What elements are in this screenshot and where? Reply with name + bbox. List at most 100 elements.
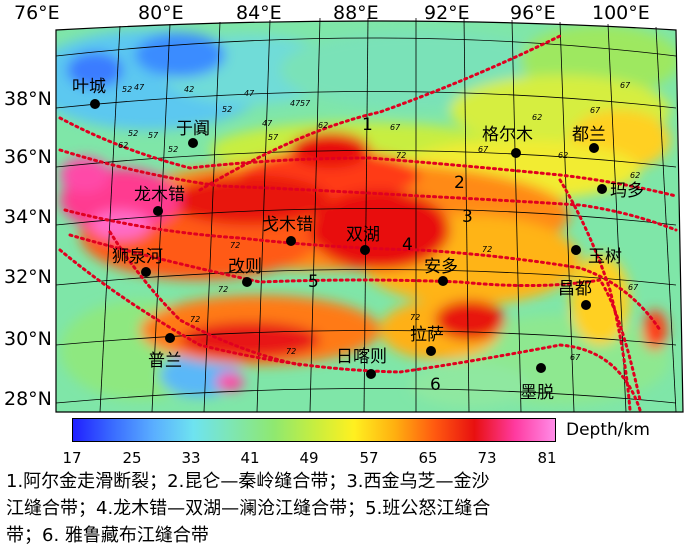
svg-text:72: 72: [230, 241, 240, 250]
city-marker: [438, 276, 448, 286]
cities: 叶城 于阗 格尔木 都兰 玛多 龙木错 戈木错 双湖 狮泉河 改则 安多 玉树: [72, 77, 644, 403]
city-name: 昌都: [558, 279, 592, 299]
city-marker: [242, 277, 252, 287]
city-name: 普兰: [148, 351, 182, 371]
colorbar-tick: 65: [418, 449, 438, 467]
svg-text:57: 57: [148, 131, 159, 140]
svg-text:72: 72: [482, 245, 492, 254]
colorbar-tick: 33: [181, 449, 201, 467]
belt-number: 6: [430, 375, 441, 395]
belt-number: 2: [454, 173, 465, 193]
city-marker: [589, 143, 599, 153]
city-marker: [426, 346, 436, 356]
city-marker: [581, 300, 591, 310]
lat-label: 38°N: [4, 88, 52, 110]
svg-text:67: 67: [620, 81, 631, 90]
city-name: 墨脱: [520, 383, 554, 403]
city-name: 改则: [228, 257, 262, 277]
belt-number: 3: [462, 207, 473, 227]
svg-text:57: 57: [268, 133, 279, 142]
city-marker: [597, 184, 607, 194]
svg-text:52: 52: [168, 145, 178, 154]
lon-label: 96°E: [510, 2, 556, 24]
belt-number: 4: [402, 235, 413, 255]
svg-text:52: 52: [222, 105, 232, 114]
svg-text:67: 67: [628, 283, 639, 292]
svg-text:62: 62: [118, 141, 128, 150]
figure-caption: 1.阿尔金走滑断裂；2.昆仑—秦岭缝合带；3.西金乌芝—金沙 江缝合带；4.龙木…: [6, 468, 696, 549]
city-name: 格尔木: [482, 125, 533, 145]
city-name: 双湖: [346, 225, 380, 245]
lon-label: 84°E: [236, 2, 282, 24]
caption-line: 带；6. 雅鲁藏布江缝合带: [6, 525, 209, 546]
colorbar-tick: 81: [537, 449, 557, 467]
map-frame: [55, 20, 684, 413]
city-marker: [536, 363, 546, 373]
city-marker: [188, 138, 198, 148]
city-marker: [286, 236, 296, 246]
city-name: 拉萨: [410, 325, 444, 345]
city-name: 戈木错: [262, 215, 313, 235]
svg-text:47: 47: [134, 83, 145, 92]
city-name: 日喀则: [336, 347, 387, 367]
city-name: 于阗: [176, 119, 210, 139]
lat-label: 28°N: [4, 388, 52, 410]
colorbar-label: Depth/km: [566, 420, 650, 440]
lon-label: 100°E: [592, 2, 650, 24]
svg-text:72: 72: [410, 313, 420, 322]
caption-line: 江缝合带；4.龙木错—双湖—澜沧江缝合带；5.班公怒江缝合: [6, 498, 491, 519]
svg-text:72: 72: [218, 285, 228, 294]
city-name: 叶城: [72, 77, 106, 97]
city-marker: [165, 333, 175, 343]
city-marker: [571, 245, 581, 255]
svg-text:42: 42: [184, 85, 194, 94]
svg-text:67: 67: [570, 353, 581, 362]
svg-text:47: 47: [244, 89, 255, 98]
city-name: 安多: [424, 257, 458, 277]
svg-text:67: 67: [390, 123, 401, 132]
svg-text:62: 62: [558, 151, 568, 160]
svg-text:52: 52: [128, 129, 138, 138]
belt-number: 1: [362, 115, 373, 135]
colorbar-tick: 41: [240, 449, 260, 467]
svg-text:67: 67: [478, 145, 489, 154]
svg-text:52: 52: [122, 85, 132, 94]
lat-label: 32°N: [4, 266, 52, 288]
svg-text:67: 67: [590, 106, 601, 115]
lat-label: 34°N: [4, 206, 52, 228]
lat-label: 36°N: [4, 146, 52, 168]
lon-label: 92°E: [424, 2, 470, 24]
city-marker: [511, 148, 521, 158]
city-marker: [366, 369, 376, 379]
svg-text:72: 72: [190, 315, 200, 324]
colorbar-tick: 49: [299, 449, 319, 467]
svg-text:47: 47: [290, 99, 301, 108]
lon-label: 76°E: [14, 2, 60, 24]
city-marker: [360, 245, 370, 255]
caption-line: 1.阿尔金走滑断裂；2.昆仑—秦岭缝合带；3.西金乌芝—金沙: [6, 471, 490, 492]
colorbar-tick: 25: [122, 449, 142, 467]
colorbar-tick: 17: [62, 449, 82, 467]
belt-number: 5: [308, 272, 319, 292]
colorbar: [72, 418, 556, 442]
svg-text:62: 62: [532, 113, 542, 122]
svg-text:72: 72: [396, 151, 406, 160]
city-marker: [90, 99, 100, 109]
city-name: 都兰: [572, 125, 606, 145]
svg-text:62: 62: [318, 121, 328, 130]
city-marker: [153, 206, 163, 216]
svg-text:47: 47: [262, 119, 273, 128]
graticule: [55, 17, 677, 413]
svg-text:57: 57: [300, 99, 311, 108]
colorbar-tick: 57: [359, 449, 379, 467]
city-name: 玉树: [588, 247, 622, 267]
city-name: 玛多: [610, 181, 644, 201]
lat-label: 30°N: [4, 328, 52, 350]
belt-numbers: 1 2 3 4 5 6: [308, 115, 473, 395]
contour-labels: 52 47 42 52 57 62 52 47 57 52 47 47 57 6…: [118, 81, 640, 362]
svg-text:62: 62: [630, 171, 640, 180]
svg-text:72: 72: [286, 347, 296, 356]
city-name: 狮泉河: [112, 247, 163, 267]
